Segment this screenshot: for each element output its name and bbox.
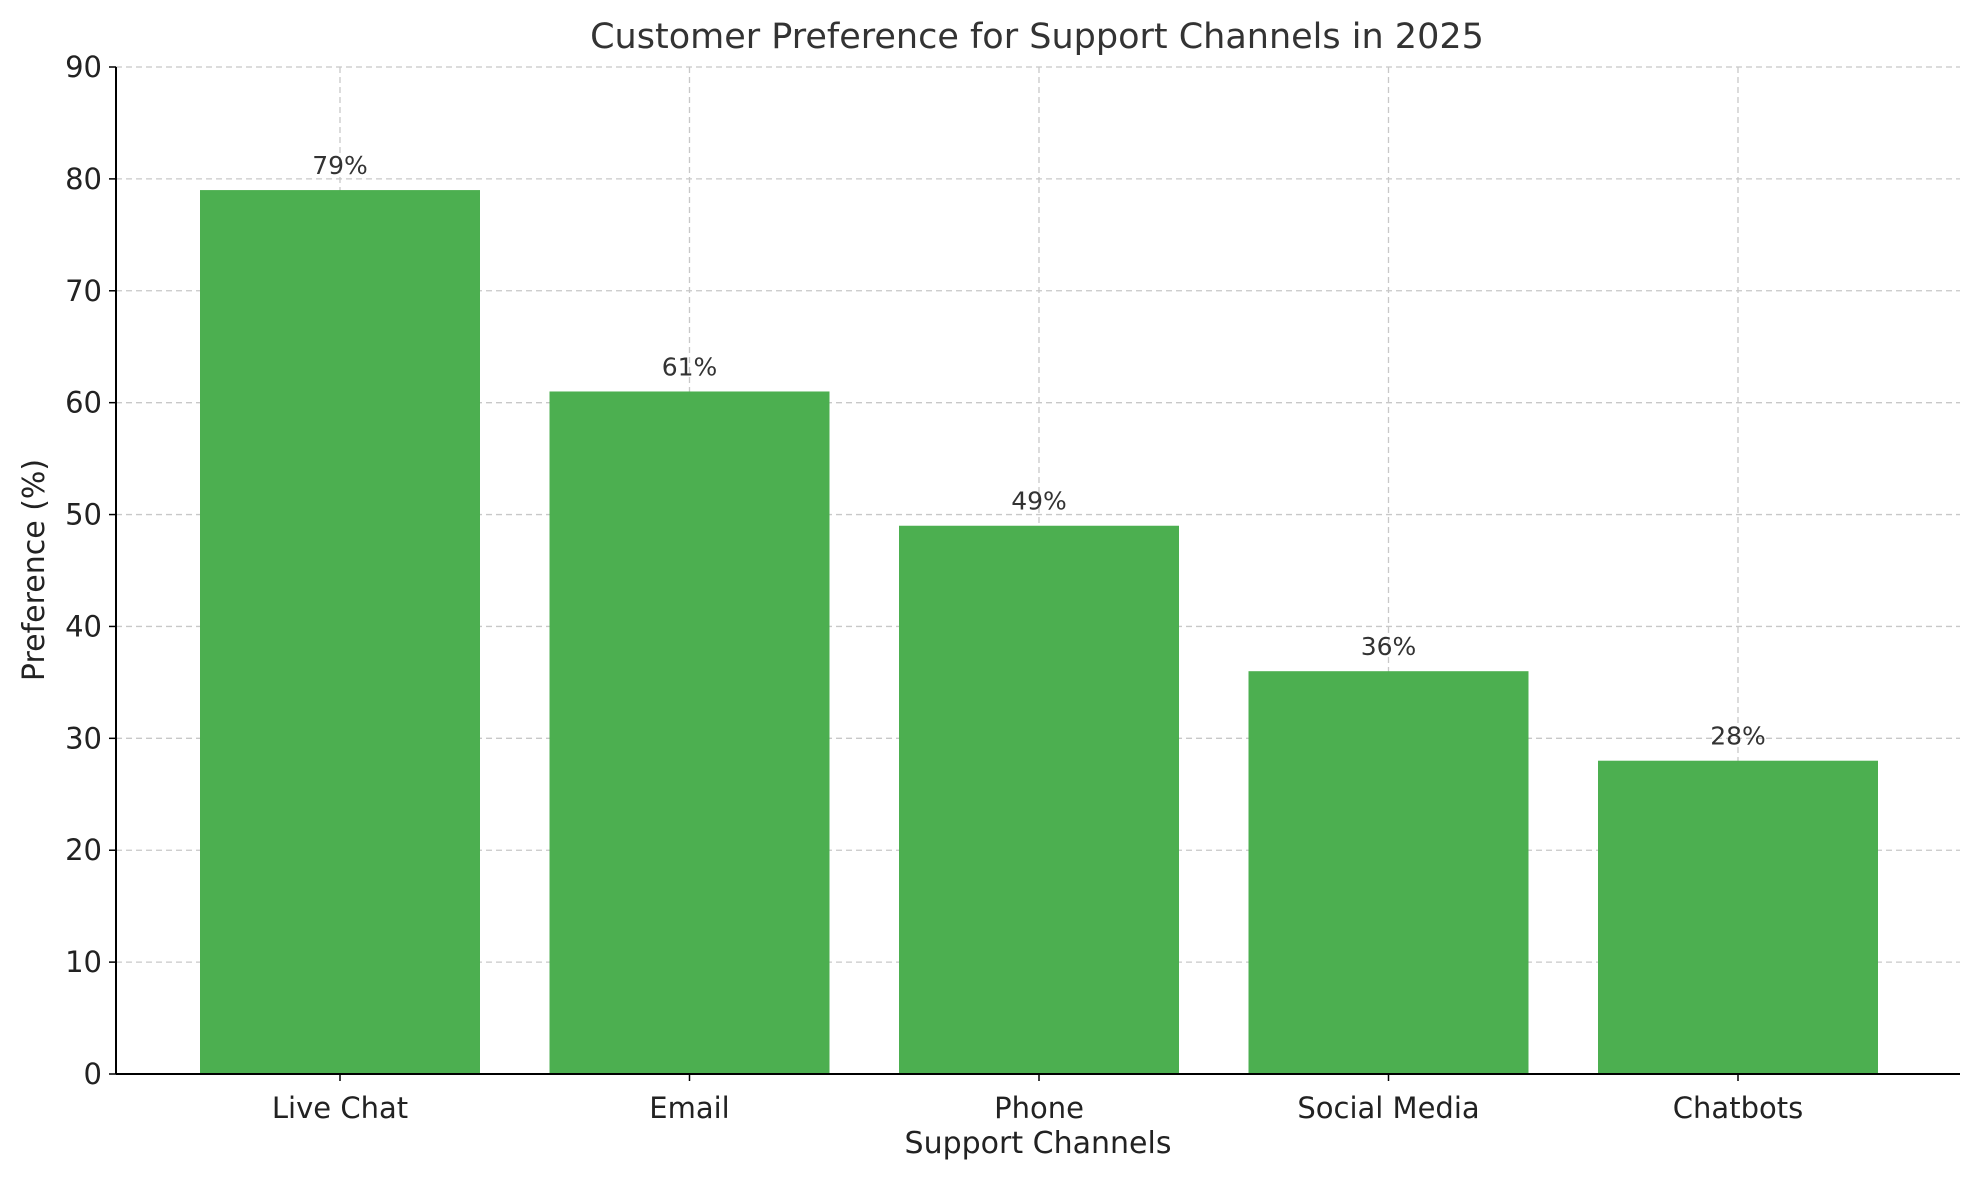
x-tick-label: Live Chat [272, 1091, 408, 1125]
axes [115, 67, 1960, 1075]
y-tick-label: 20 [65, 833, 102, 867]
data-label: 79% [312, 151, 368, 180]
y-tick-label: 0 [84, 1057, 102, 1091]
y-tick-label: 80 [65, 162, 102, 196]
data-label: 28% [1710, 722, 1766, 751]
y-tick-label: 90 [65, 50, 102, 84]
y-axis-ticks: 0 10 20 30 40 50 60 70 80 90 [65, 50, 116, 1091]
x-tick-label: Phone [994, 1091, 1084, 1125]
x-tick-label: Email [649, 1091, 729, 1125]
bar-phone [899, 525, 1179, 1074]
y-tick-label: 40 [65, 609, 102, 643]
y-tick-label: 50 [65, 498, 102, 532]
y-tick-label: 70 [65, 274, 102, 308]
bar-live-chat [200, 190, 480, 1075]
bar-chatbots [1598, 760, 1878, 1074]
data-label: 61% [662, 352, 718, 381]
bar-social-media [1248, 671, 1529, 1074]
y-tick-label: 60 [65, 386, 102, 420]
y-tick-label: 30 [65, 721, 102, 755]
bars [200, 190, 1878, 1075]
data-label: 36% [1361, 632, 1417, 661]
x-tick-label: Chatbots [1673, 1091, 1803, 1125]
y-tick-label: 10 [65, 945, 102, 979]
x-axis-ticks: Live Chat Email Phone Social Media Chatbots [272, 1074, 1803, 1125]
x-axis-label: Support Channels [905, 1126, 1172, 1161]
data-labels: 79% 61% 49% 36% 28% [312, 151, 1766, 751]
x-tick-label: Social Media [1297, 1091, 1479, 1125]
chart-title: Customer Preference for Support Channels… [590, 17, 1484, 57]
y-axis-label: Preference (%) [17, 459, 52, 681]
data-label: 49% [1011, 487, 1067, 516]
bar-email [549, 391, 830, 1074]
